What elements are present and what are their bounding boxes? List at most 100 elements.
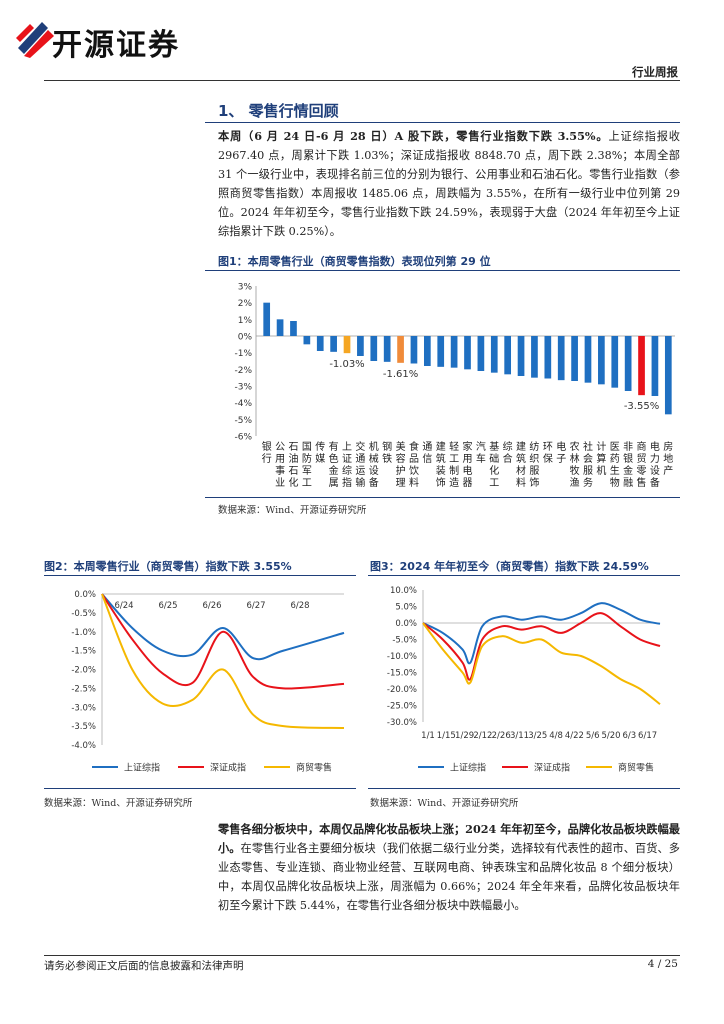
category-label: 证 (342, 453, 352, 465)
category-label: 综 (342, 464, 352, 477)
category-label: 力 (650, 452, 660, 465)
brand-name: 开源证券 (52, 28, 180, 63)
bar (383, 336, 391, 362)
category-label: 事 (275, 464, 285, 477)
bar (464, 336, 471, 370)
category-label: 料 (409, 476, 419, 489)
category-label: 备 (650, 476, 660, 489)
category-label: 备 (369, 476, 379, 489)
category-label: 用 (463, 454, 473, 465)
bar (437, 336, 445, 367)
bar (531, 336, 538, 378)
footer-disclaimer: 请务必参阅正文后面的信息披露和法律声明 (44, 960, 244, 972)
y-tick-label: -4.0% (71, 741, 96, 751)
bar (410, 336, 418, 364)
y-tick-label: -25.0% (387, 702, 417, 712)
fig2-source: 数据来源：Wind、开源证券研究所 (44, 798, 193, 809)
category-label: 器 (463, 477, 473, 489)
bar (557, 336, 565, 381)
category-label: 军 (302, 465, 312, 477)
bar (624, 336, 632, 391)
category-label: 钢 (382, 440, 392, 453)
category-label: 产 (663, 464, 673, 477)
bar (290, 321, 297, 336)
category-label: 物 (610, 476, 620, 489)
y-tick-label: 10.0% (390, 586, 417, 596)
category-label: 饰 (529, 476, 539, 489)
category-label: 电 (463, 464, 473, 477)
category-label: 汽 (476, 440, 486, 453)
category-label: 防 (302, 452, 312, 465)
x-tick-label: 1/1 (421, 731, 435, 741)
category-label: 化 (489, 464, 499, 477)
category-label: 有 (329, 440, 339, 453)
series-line (101, 593, 345, 661)
category-label: 通 (422, 441, 432, 453)
category-label: 制 (449, 464, 459, 477)
category-label: 国 (302, 441, 312, 453)
x-tick-label: 6/25 (158, 601, 177, 611)
x-tick-label: 2/12 (473, 731, 492, 741)
y-tick-label: -1.5% (71, 647, 96, 657)
category-label: 础 (489, 453, 499, 465)
x-tick-label: 2/26 (492, 731, 511, 741)
category-label: 综 (503, 440, 513, 453)
category-label: 子 (556, 453, 566, 465)
y-tick-label: -6% (234, 433, 252, 443)
y-tick-label: -2.0% (71, 666, 96, 676)
fig2-title: 图2：本周零售行业（商贸零售）指数下跌 3.55% (44, 560, 292, 573)
fig3-source: 数据来源：Wind、开源证券研究所 (370, 798, 519, 809)
category-label: 商 (637, 440, 647, 453)
y-tick-label: -2.5% (71, 684, 96, 694)
category-label: 指 (342, 476, 352, 489)
x-tick-label: 3/25 (528, 731, 547, 741)
category-label: 公 (275, 442, 285, 453)
category-label: 基 (489, 440, 499, 453)
fig1-bar-chart: 3%2%1%0%-1%-2%-3%-4%-5%-6%银行公用事业石油石化国防军工… (234, 283, 675, 489)
category-label: 运 (355, 465, 365, 477)
section-divider (205, 122, 680, 123)
bar (357, 336, 364, 356)
category-label: 械 (369, 452, 379, 465)
paragraph-market-review: 本周（6 月 24 日-6 月 28 日）A 股下跌，零售行业指数下跌 3.55… (218, 127, 680, 241)
category-label: 服 (583, 465, 593, 477)
category-label: 贸 (637, 453, 647, 465)
category-label: 电 (650, 440, 660, 453)
category-label: 医 (610, 441, 620, 453)
x-tick-label: 4/8 (549, 731, 563, 741)
y-tick-label: 2% (238, 299, 253, 309)
paragraph-body: 在零售行业各主要细分板块（我们依据二级行业分类，选择较有代表性的超市、百货、多业… (218, 842, 680, 912)
category-label: 护 (396, 464, 406, 477)
bar (423, 336, 431, 366)
category-label: 计 (596, 440, 606, 453)
bar (263, 302, 271, 336)
category-label: 媒 (315, 453, 325, 465)
category-label: 建 (436, 440, 446, 453)
category-label: 材 (516, 464, 526, 477)
category-label: 用 (275, 454, 285, 465)
category-label: 工 (489, 478, 499, 489)
fig1-bottom-divider (205, 497, 680, 498)
fig2-top-divider (44, 575, 356, 576)
x-tick-label: 3/11 (510, 731, 529, 741)
y-tick-label: -3.0% (71, 703, 96, 713)
bar (571, 336, 578, 381)
category-label: 会 (583, 452, 593, 465)
paragraph-lead: 零售各细分板块中，本周仅品牌化妆品板块上涨；2024 年年初至今，品牌化妆品板块… (218, 822, 680, 855)
bar (584, 336, 592, 383)
category-label: 业 (275, 477, 285, 489)
bar (397, 336, 404, 363)
page-number: 4 / 25 (647, 958, 678, 970)
legend-label: 商贸零售 (296, 762, 332, 774)
fig2-line-chart: 0.0% -0.5% -1.0% -1.5% -2.0% -2.5% -3.0% -3.5% -… (71, 590, 345, 774)
category-label: 算 (596, 452, 606, 465)
data-label: -1.61% (383, 369, 418, 380)
fig1-title: 图1：本周零售行业（商贸零售指数）表现位列第 29 位 (218, 255, 491, 268)
category-label: 渔 (570, 477, 580, 489)
x-tick-label: 6/27 (246, 601, 265, 611)
paragraph-lead: 本周（6 月 24 日-6 月 28 日）A 股下跌，零售行业指数下跌 3.55… (218, 129, 609, 143)
category-label: 铁 (382, 452, 392, 465)
category-label: 环 (543, 442, 553, 453)
bar (638, 336, 645, 396)
bar (611, 336, 619, 388)
